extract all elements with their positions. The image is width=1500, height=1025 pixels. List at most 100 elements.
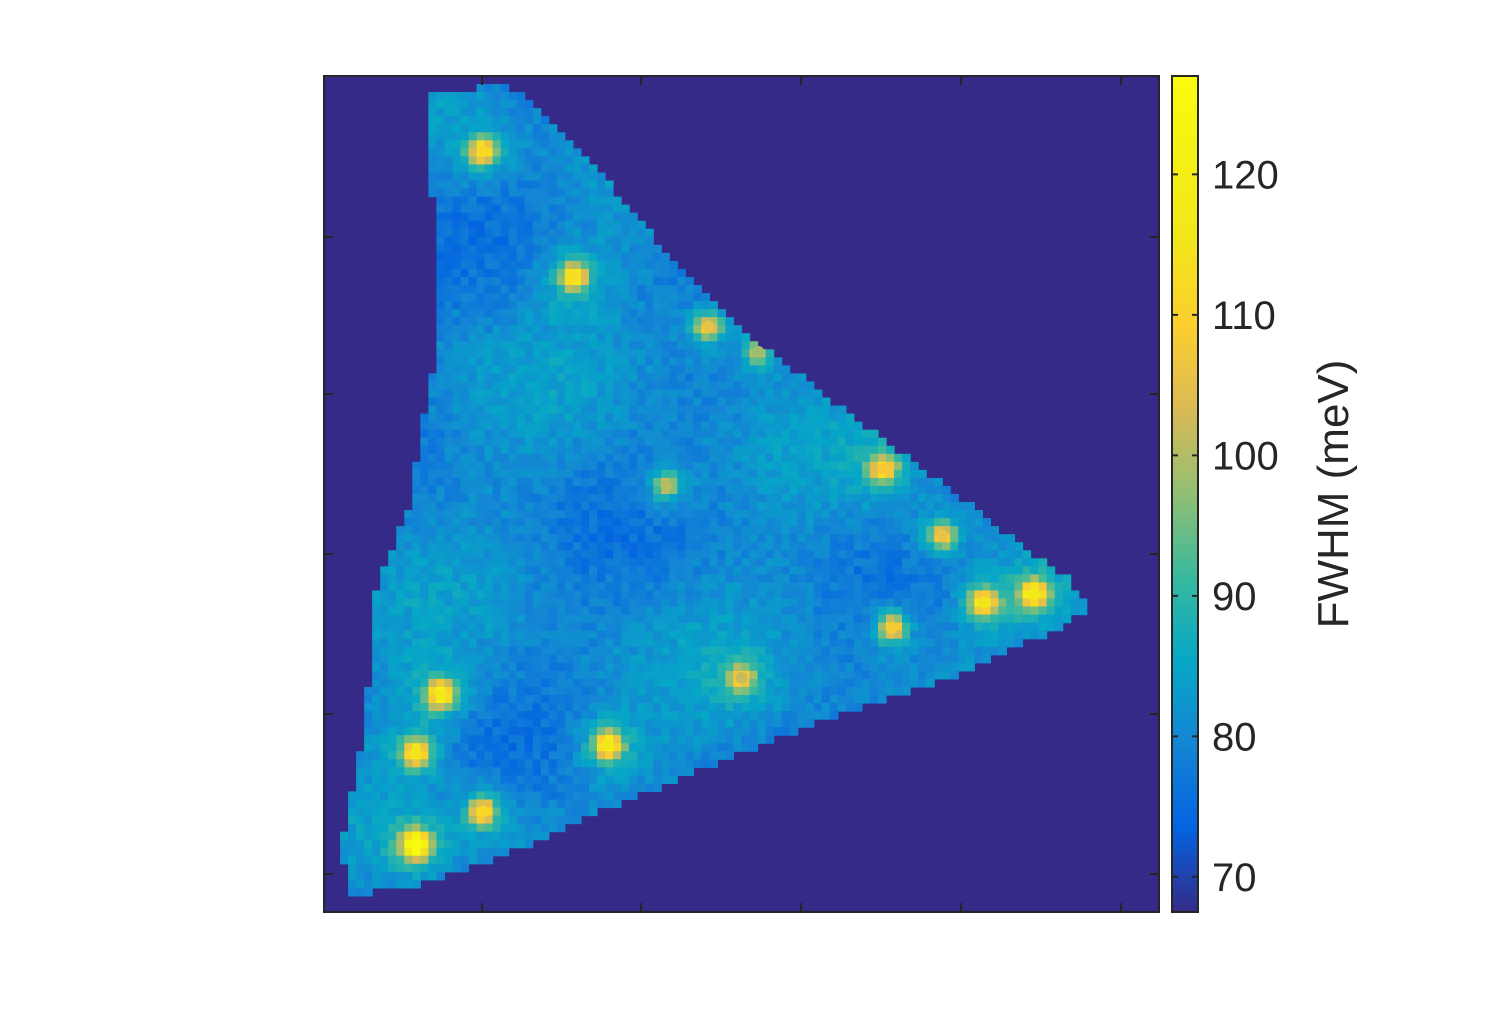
heatmap-cell (588, 751, 598, 760)
heatmap-cell (781, 670, 791, 680)
heatmap-cell (420, 662, 429, 672)
heatmap-cell (428, 703, 438, 712)
heatmap-cell (484, 381, 494, 391)
heatmap-cell (444, 413, 454, 423)
heatmap-cell (460, 526, 470, 535)
heatmap-cell (709, 413, 719, 423)
heatmap-cell (749, 365, 759, 375)
heatmap-cell (444, 244, 454, 254)
heatmap-cell (556, 783, 566, 793)
heatmap-cell (605, 582, 614, 592)
heatmap-cell (958, 510, 967, 519)
heatmap-cell (845, 694, 855, 704)
heatmap-cell (894, 598, 903, 608)
heatmap-cell (637, 453, 646, 463)
heatmap-cell (629, 268, 638, 278)
heatmap-cell (653, 301, 662, 310)
heatmap-cell (548, 204, 558, 214)
heatmap-cell (869, 662, 879, 672)
heatmap-cell (637, 598, 646, 608)
heatmap-cell (677, 638, 686, 648)
heatmap-cell (613, 453, 622, 463)
heatmap-cell (1014, 598, 1024, 608)
heatmap-cell (460, 839, 470, 849)
heatmap-cell (749, 341, 759, 350)
heatmap-cell (476, 477, 486, 487)
heatmap-cell (524, 108, 534, 117)
heatmap-cell (404, 686, 413, 696)
heatmap-cell (709, 349, 719, 358)
heatmap-cell (869, 485, 879, 495)
heatmap-cell (877, 630, 887, 640)
heatmap-cell (364, 887, 373, 897)
heatmap-cell (645, 260, 654, 270)
heatmap-cell (974, 622, 983, 632)
heatmap-cell (476, 260, 486, 270)
heatmap-cell (468, 783, 478, 793)
heatmap-cell (725, 670, 735, 680)
heatmap-cell (653, 276, 662, 286)
heatmap-cell (516, 767, 526, 776)
heatmap-cell (910, 494, 919, 503)
heatmap-cell (661, 397, 670, 407)
heatmap-cell (500, 469, 510, 479)
heatmap-cell (709, 309, 719, 318)
heatmap-cell (918, 558, 927, 567)
heatmap-cell (564, 775, 574, 784)
heatmap-cell (500, 783, 510, 793)
heatmap-cell (621, 751, 630, 760)
heatmap-cell (516, 711, 526, 720)
heatmap-cell (396, 743, 405, 752)
heatmap-cell (364, 863, 373, 873)
heatmap-cell (428, 445, 438, 455)
heatmap-cell (420, 598, 429, 608)
heatmap-cell (605, 228, 614, 238)
heatmap-cell (372, 670, 381, 680)
heatmap-cell (677, 276, 686, 286)
heatmap-cell (733, 582, 743, 592)
heatmap-cell (869, 582, 879, 592)
heatmap-cell (396, 630, 405, 640)
heatmap-cell (709, 317, 719, 326)
heatmap-cell (484, 373, 494, 383)
heatmap-cell (540, 807, 550, 817)
heatmap-cell (484, 743, 494, 752)
heatmap-cell (685, 333, 694, 342)
heatmap-cell (974, 630, 983, 640)
heatmap-cell (348, 831, 357, 841)
heatmap-cell (460, 727, 470, 736)
heatmap-cell (444, 204, 454, 214)
heatmap-cell (444, 437, 454, 447)
heatmap-cell (516, 582, 526, 592)
heatmap-cell (861, 485, 871, 495)
heatmap-cell (998, 558, 1008, 567)
heatmap-cell (637, 325, 646, 334)
heatmap-cell (821, 558, 831, 567)
heatmap-cell (484, 703, 494, 712)
heatmap-hotspot (885, 621, 898, 634)
heatmap-cell (500, 156, 510, 166)
heatmap-cell (869, 494, 879, 503)
heatmap-cell (452, 654, 462, 664)
heatmap-cell (709, 341, 719, 350)
heatmap-cell (572, 767, 582, 776)
heatmap-cell (621, 566, 630, 575)
heatmap-cell (669, 293, 678, 302)
heatmap-cell (653, 502, 662, 511)
heatmap-cell (468, 727, 478, 736)
heatmap-cell (468, 502, 478, 511)
heatmap-cell (709, 477, 719, 487)
heatmap-cell (468, 445, 478, 455)
heatmap-cell (596, 381, 606, 391)
heatmap-cell (516, 389, 526, 399)
heatmap-cell (733, 622, 743, 632)
heatmap-cell (725, 711, 735, 720)
heatmap-cell (492, 140, 502, 149)
heatmap-cell (934, 574, 943, 584)
heatmap-cell (564, 333, 574, 342)
heatmap-cell (540, 445, 550, 455)
heatmap-cell (829, 654, 839, 664)
heatmap-cell (685, 719, 694, 728)
heatmap-cell (556, 767, 566, 776)
heatmap-cell (845, 574, 855, 584)
